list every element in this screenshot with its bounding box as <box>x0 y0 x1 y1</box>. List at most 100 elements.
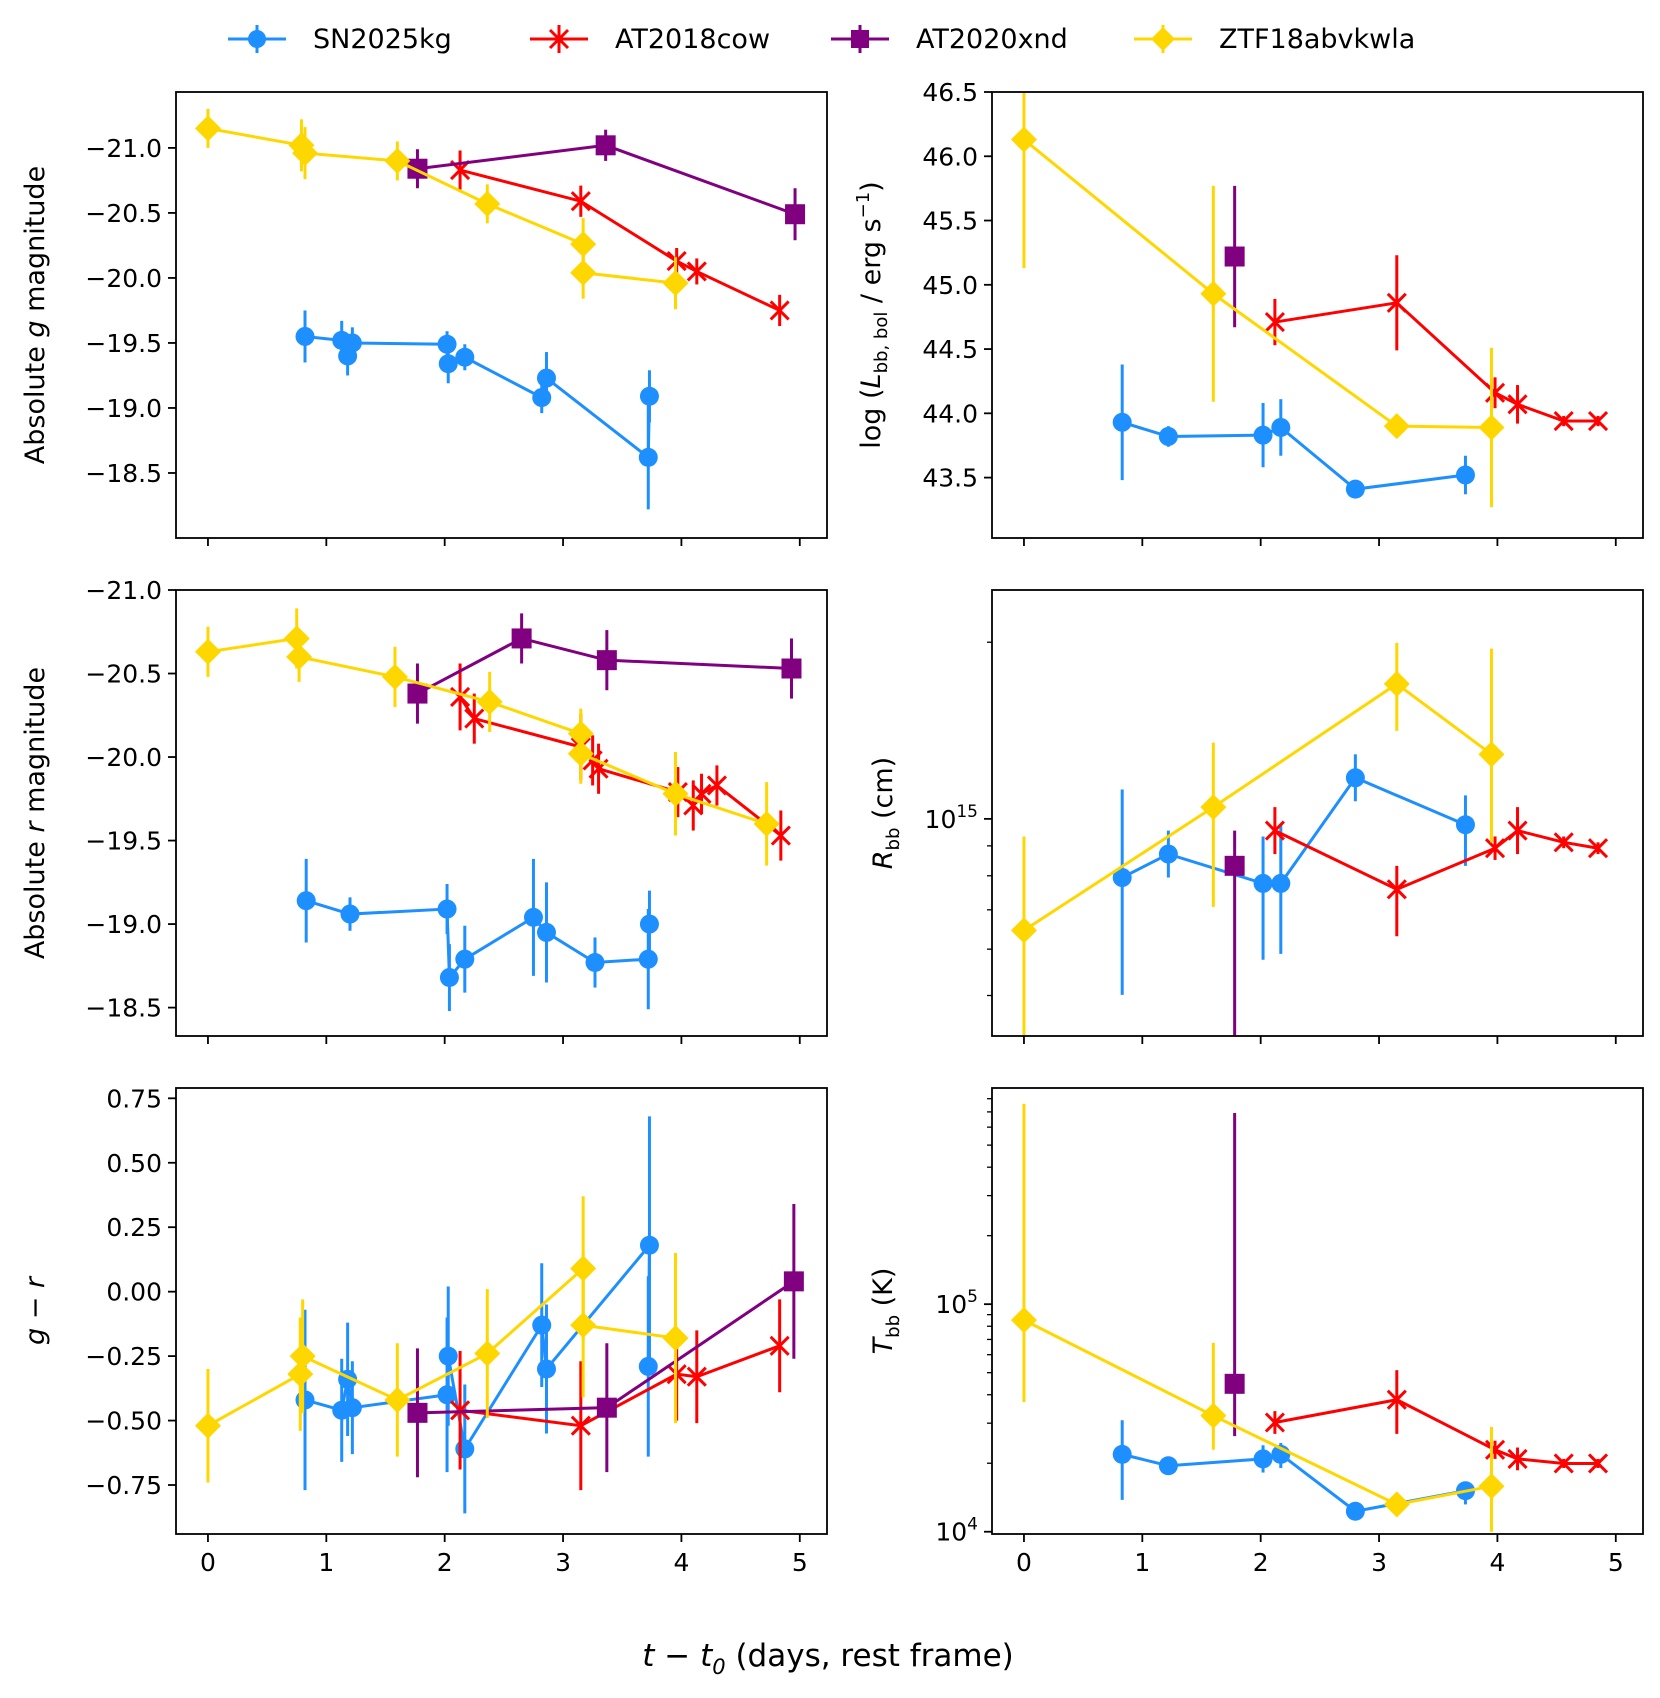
data-point-at2020xnd <box>407 1402 428 1423</box>
y-tick-label: −19.5 <box>85 827 162 856</box>
y-tick-label: 105 <box>935 1287 978 1319</box>
data-point-sn2025kg <box>1158 844 1178 864</box>
legend-marker-x <box>548 28 570 50</box>
y-axis-label-part: −1 <box>853 192 874 219</box>
data-point-at2020xnd <box>781 658 802 679</box>
y-axis-label-part: Absolute <box>20 338 51 465</box>
x-tick-label: 2 <box>437 1548 453 1577</box>
data-point-at2018cow <box>1386 292 1407 313</box>
y-tick-label: 45.5 <box>922 207 978 236</box>
data-point-at2018cow <box>1484 838 1506 859</box>
y-axis-label-part: L <box>856 373 887 388</box>
x-tick-label: 4 <box>673 1548 689 1577</box>
panel-r-magnitude: −21.0 −20.5 −20.0 −19.5 −19.0 −18.5 Absolute r… <box>20 576 828 1044</box>
data-point-ztf18abvkwla <box>194 1412 221 1439</box>
data-point-sn2025kg <box>340 904 360 924</box>
y-axis-label: log (Lbb, bol / erg s−1) <box>853 181 892 448</box>
y-tick-exponent: 4 <box>967 1515 978 1535</box>
legend-marker-diamond <box>1151 27 1175 51</box>
series-layer <box>194 1116 804 1514</box>
data-point-ztf18abvkwla <box>753 810 780 837</box>
y-tick-label: −19.0 <box>85 910 162 939</box>
series-at2020xnd <box>407 613 802 724</box>
y-tick-label: 0.25 <box>106 1213 162 1242</box>
series-sn2025kg <box>295 1116 659 1514</box>
y-axis-label-part: / erg s <box>856 218 887 311</box>
data-point-at2018cow <box>1484 382 1506 403</box>
panel-g-magnitude: −21.0 −20.5 −20.0 −19.5 −19.0 −18.5 Absolute g… <box>20 91 828 546</box>
series-at2020xnd <box>1224 1113 1245 1437</box>
x-tick-label: 3 <box>1371 1548 1387 1577</box>
data-point-at2018cow <box>683 795 704 816</box>
data-point-ztf18abvkwla <box>1383 1491 1410 1518</box>
data-point-ztf18abvkwla <box>194 115 221 142</box>
data-point-sn2025kg <box>455 347 475 367</box>
data-point-at2020xnd <box>595 135 616 156</box>
data-point-sn2025kg <box>523 907 543 927</box>
data-point-sn2025kg <box>1112 868 1132 888</box>
data-point-sn2025kg <box>585 953 605 973</box>
data-point-sn2025kg <box>295 1390 315 1410</box>
series-line-at2018cow <box>458 696 782 837</box>
data-point-sn2025kg <box>437 1385 457 1405</box>
y-axis-label-part: g <box>20 320 51 337</box>
data-point-ztf18abvkwla <box>384 147 411 174</box>
data-point-ztf18abvkwla <box>1010 1307 1037 1334</box>
y-tick-label: −20.0 <box>85 743 162 772</box>
data-point-at2020xnd <box>783 1271 804 1292</box>
data-point-ztf18abvkwla <box>570 1255 597 1282</box>
data-point-sn2025kg <box>1253 1449 1273 1469</box>
y-axis-label-part: R <box>868 850 899 869</box>
data-point-at2018cow <box>706 775 727 796</box>
y-tick-label: −19.5 <box>85 329 162 358</box>
legend-label-ztf18abvkwla: ZTF18abvkwla <box>1219 24 1415 55</box>
data-point-at2018cow <box>1553 1453 1574 1474</box>
data-point-ztf18abvkwla <box>570 231 597 258</box>
data-point-at2018cow <box>1507 1448 1528 1469</box>
series-line-ztf18abvkwla <box>1023 682 1493 932</box>
data-point-at2018cow <box>769 1335 790 1356</box>
data-point-at2018cow <box>1264 820 1285 841</box>
x-axis-label: t − t0 (days, rest frame) <box>642 1638 1014 1679</box>
series-line-at2018cow <box>1274 301 1599 423</box>
data-point-at2018cow <box>1553 832 1574 853</box>
data-point-sn2025kg <box>437 334 457 354</box>
data-point-sn2025kg <box>638 447 658 467</box>
data-point-at2018cow <box>1553 410 1574 432</box>
y-tick-label: −21.0 <box>85 576 162 605</box>
data-point-ztf18abvkwla <box>1200 794 1227 821</box>
series-line-at2018cow <box>459 1344 781 1428</box>
series-line-sn2025kg <box>1121 775 1467 885</box>
data-point-ztf18abvkwla <box>1383 413 1410 440</box>
data-point-sn2025kg <box>1112 412 1132 432</box>
y-axis-label-part: g − r <box>20 1275 51 1345</box>
y-tick-label: −20.0 <box>85 264 162 293</box>
series-at2018cow <box>1264 255 1609 432</box>
series-layer <box>1010 1103 1609 1532</box>
axes-frame <box>175 589 828 1037</box>
data-point-sn2025kg <box>1345 479 1365 499</box>
data-point-ztf18abvkwla <box>1200 280 1227 307</box>
y-axis-label: Rbb (cm) <box>868 757 904 869</box>
series-line-ztf18abvkwla <box>1023 1318 1492 1506</box>
data-point-sn2025kg <box>1345 768 1365 788</box>
data-point-at2018cow <box>464 708 485 729</box>
y-tick-label: 46.5 <box>922 78 978 107</box>
data-point-at2018cow <box>769 300 790 321</box>
data-point-at2018cow <box>1264 312 1285 333</box>
y-tick-label: 46.0 <box>922 142 978 171</box>
data-point-sn2025kg <box>342 333 362 353</box>
data-point-at2018cow <box>1587 410 1609 432</box>
data-point-sn2025kg <box>455 949 475 969</box>
series-sn2025kg <box>296 858 659 1011</box>
y-tick-label: 44.0 <box>922 399 978 428</box>
series-at2018cow <box>450 663 791 861</box>
data-point-at2018cow <box>1264 1412 1285 1433</box>
legend-marker-circle <box>248 30 266 48</box>
legend-entry-sn2025kg: SN2025kg <box>228 24 452 55</box>
y-tick-label: −18.5 <box>85 459 162 488</box>
data-point-ztf18abvkwla <box>1383 670 1410 697</box>
x-tick-label: 3 <box>555 1548 571 1577</box>
series-sn2025kg <box>1112 364 1475 499</box>
